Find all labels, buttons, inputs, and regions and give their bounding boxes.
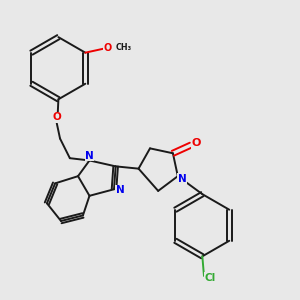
Text: N: N	[116, 185, 124, 195]
Text: N: N	[178, 174, 187, 184]
Text: O: O	[52, 112, 61, 122]
Text: Cl: Cl	[204, 273, 215, 283]
Text: O: O	[103, 43, 111, 53]
Text: O: O	[191, 139, 201, 148]
Text: CH₃: CH₃	[116, 43, 132, 52]
Text: N: N	[85, 151, 94, 160]
